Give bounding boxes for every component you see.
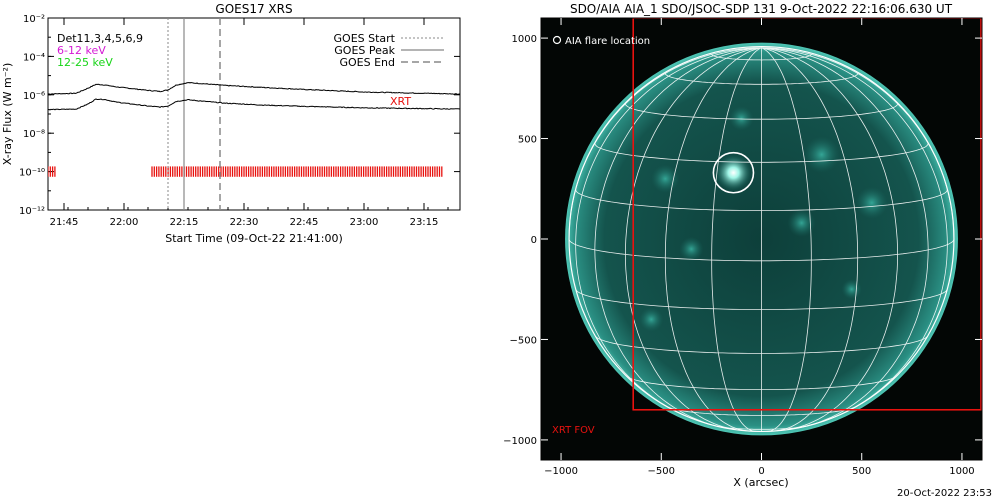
xrt-label: XRT [390,95,411,108]
x-tick-label-left: 22:15 [170,217,199,228]
solar-limb [568,45,955,433]
x-tick-label-left: 22:45 [290,217,319,228]
x-tick-label-left: 21:45 [50,217,79,228]
active-region-blob [639,307,664,332]
y-axis-ticks-right: 1000 500 0 −500 −1000 [503,34,982,447]
y-tick-label-left: 10⁻¹² [19,206,45,217]
active-region-blob [787,208,816,237]
active-region-blob [651,164,680,193]
grid-line [594,47,762,428]
chart-title-goes: GOES17 XRS [215,2,292,16]
flare-location-circle [712,151,755,194]
y-tick-label-right: 1000 [512,34,537,45]
series-line-6-12-kev [48,81,460,95]
y-tick-label-left: 10⁻⁸ [23,129,45,140]
x-axis-ticks-right: −1000 −500 0 500 1000 [544,18,975,477]
y-tick-label-left: 10⁻⁴ [23,52,45,63]
x-tick-label-right: 500 [852,466,871,477]
active-region-blob [803,136,840,173]
x-tick-label-right: 0 [758,466,764,477]
x-tick-label-left: 22:30 [230,217,259,228]
footer-timestamp: 20-Oct-2022 23:53 [897,488,992,499]
x-tick-label-left: 23:15 [410,217,439,228]
xrt-fov-box [632,18,982,411]
grid-line [711,47,762,432]
grid-line [761,47,859,432]
legend-flare-location: AIA flare location [552,35,650,47]
active-region-blob [729,106,754,131]
grid-line [624,47,762,430]
legend-goes-end: GOES End [339,56,395,69]
xrt-fov-label: XRT FOV [552,425,595,436]
heliographic-grid [568,47,955,432]
grid-line [664,47,762,432]
legend-band-high: 12-25 keV [57,56,113,69]
grid-line [575,47,762,416]
legend-flare-text: AIA flare location [565,36,650,47]
xrt-coverage-bars [48,166,443,177]
x-tick-label-left: 22:00 [110,217,139,228]
legend-goes-markers: GOES Start GOES Peak GOES End [334,32,444,69]
x-tick-label-right: −500 [648,466,675,477]
plot-frame-left [47,17,461,211]
legend-bands: Det11,3,4,5,6,9 6-12 keV 12-25 keV [57,32,143,69]
y-tick-label-left: 10⁻⁶ [23,91,45,102]
x-axis-label-left: Start Time (09-Oct-22 21:41:00) [165,232,343,245]
legend-detectors: Det11,3,4,5,6,9 [57,32,143,45]
x-tick-label-right: −1000 [544,466,578,477]
y-tick-label-left: 10⁻¹⁰ [19,168,45,179]
chart-title-aia: SDO/AIA AIA_1 SDO/JSOC-SDP 131 9-Oct-202… [570,2,953,16]
x-tick-label-right: 1000 [949,466,974,477]
x-axis-ticks-left: 21:45 22:00 22:15 22:30 22:45 23:00 23:15 [47,18,449,228]
legend-goes-peak: GOES Peak [334,44,395,57]
y-axis-label-left: X-ray Flux (W m⁻²) [1,63,14,165]
grid-line [761,47,929,428]
active-regions [639,106,888,332]
x-tick-label-left: 23:00 [350,217,379,228]
y-tick-label-right: 500 [518,135,537,146]
aia-image-panel: SDO/AIA AIA_1 SDO/JSOC-SDP 131 9-Oct-202… [503,2,983,489]
y-axis-ticks-left: 10⁻² 10⁻⁴ 10⁻⁶ 10⁻⁸ 10⁻¹⁰ 10⁻¹² [19,14,460,217]
x-axis-label-right: X (arcsec) [733,476,788,489]
active-region-blob [679,237,704,262]
goes-xrs-chart: GOES17 XRS 10⁻² 10⁻⁴ 10⁻⁶ 10⁻⁸ 10⁻¹⁰ 10⁻¹² 21… [1,2,461,245]
legend-flare-symbol [552,35,562,45]
y-tick-label-left: 10⁻² [23,14,45,25]
grid-line [761,47,812,432]
y-tick-label-right: 0 [531,235,537,246]
series-line-12-25-kev [48,98,460,111]
y-tick-label-right: −500 [510,335,537,346]
legend-goes-start: GOES Start [334,32,396,45]
active-region-blob [855,186,888,219]
legend-band-low: 6-12 keV [57,44,106,57]
grid-line [761,47,899,430]
active-region-blob [841,279,862,300]
y-tick-label-right: −1000 [503,436,537,447]
grid-line [761,47,948,416]
flare-glow [715,154,752,191]
